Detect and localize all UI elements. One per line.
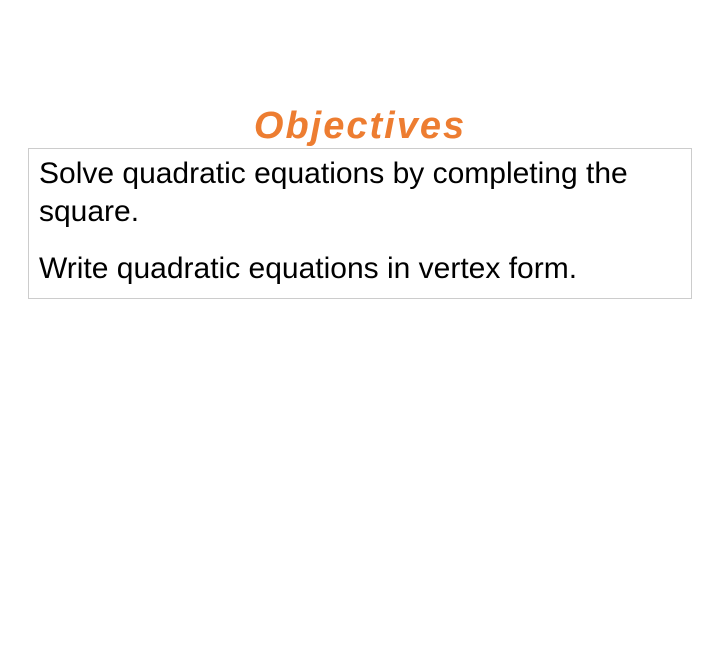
page-title: Objectives xyxy=(0,105,720,148)
objectives-box: Solve quadratic equations by completing … xyxy=(28,148,692,299)
objective-item: Solve quadratic equations by completing … xyxy=(39,155,681,230)
objective-item: Write quadratic equations in vertex form… xyxy=(39,250,681,288)
